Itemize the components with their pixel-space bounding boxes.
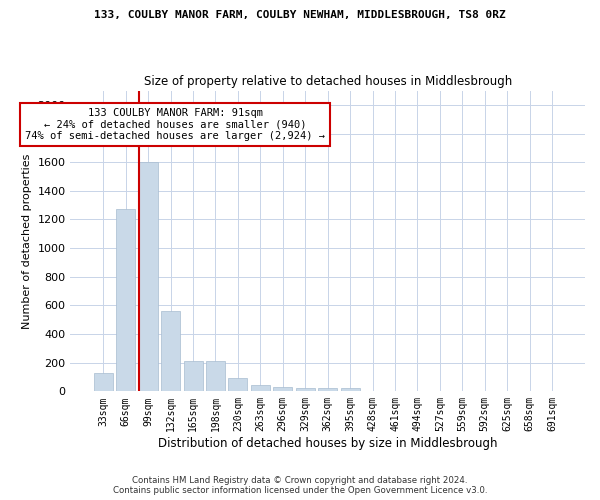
Bar bbox=[206, 360, 225, 392]
Bar bbox=[318, 388, 337, 392]
Text: 133, COULBY MANOR FARM, COULBY NEWHAM, MIDDLESBROUGH, TS8 0RZ: 133, COULBY MANOR FARM, COULBY NEWHAM, M… bbox=[94, 10, 506, 20]
Bar bbox=[296, 388, 315, 392]
Bar bbox=[116, 210, 135, 392]
Bar bbox=[251, 385, 270, 392]
Y-axis label: Number of detached properties: Number of detached properties bbox=[22, 154, 32, 328]
Title: Size of property relative to detached houses in Middlesbrough: Size of property relative to detached ho… bbox=[143, 75, 512, 88]
X-axis label: Distribution of detached houses by size in Middlesbrough: Distribution of detached houses by size … bbox=[158, 437, 497, 450]
Bar bbox=[161, 311, 180, 392]
Bar bbox=[94, 372, 113, 392]
Text: 133 COULBY MANOR FARM: 91sqm
← 24% of detached houses are smaller (940)
74% of s: 133 COULBY MANOR FARM: 91sqm ← 24% of de… bbox=[25, 108, 325, 141]
Text: Contains HM Land Registry data © Crown copyright and database right 2024.
Contai: Contains HM Land Registry data © Crown c… bbox=[113, 476, 487, 495]
Bar bbox=[184, 360, 203, 392]
Bar bbox=[273, 387, 292, 392]
Bar bbox=[341, 388, 359, 392]
Bar bbox=[139, 162, 158, 392]
Bar bbox=[229, 378, 247, 392]
